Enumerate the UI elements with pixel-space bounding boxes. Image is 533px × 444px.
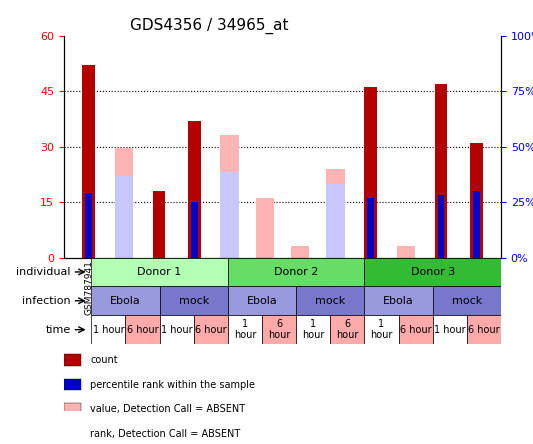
Text: time: time	[45, 325, 71, 335]
Text: infection: infection	[22, 296, 71, 306]
Text: 1 hour: 1 hour	[434, 325, 466, 335]
Text: Donor 1: Donor 1	[138, 267, 182, 277]
FancyBboxPatch shape	[91, 315, 125, 344]
FancyBboxPatch shape	[365, 258, 501, 286]
Bar	[438, 195, 445, 258]
Text: Ebola: Ebola	[247, 296, 277, 306]
FancyBboxPatch shape	[193, 315, 228, 344]
FancyBboxPatch shape	[91, 258, 228, 286]
Bar	[435, 83, 447, 258]
Text: Donor 2: Donor 2	[274, 267, 318, 277]
Text: GDS4356 / 34965_at: GDS4356 / 34965_at	[130, 18, 288, 34]
Bar	[64, 404, 82, 415]
Text: Ebola: Ebola	[383, 296, 414, 306]
Bar	[188, 121, 200, 258]
Bar	[64, 428, 82, 440]
Text: 1
hour: 1 hour	[234, 319, 256, 341]
Text: 1 hour: 1 hour	[161, 325, 192, 335]
Text: 6
hour: 6 hour	[268, 319, 290, 341]
Bar	[64, 354, 82, 366]
Bar	[64, 379, 82, 391]
Text: 6 hour: 6 hour	[400, 325, 432, 335]
Text: Ebola: Ebola	[110, 296, 141, 306]
Text: 6 hour: 6 hour	[468, 325, 500, 335]
FancyBboxPatch shape	[296, 315, 330, 344]
Bar	[473, 191, 480, 258]
Bar	[115, 148, 133, 258]
Text: count: count	[90, 355, 118, 365]
FancyBboxPatch shape	[330, 315, 365, 344]
Bar	[397, 246, 415, 258]
Bar	[367, 198, 374, 258]
FancyBboxPatch shape	[228, 286, 296, 315]
FancyBboxPatch shape	[433, 315, 467, 344]
Text: 6
hour: 6 hour	[336, 319, 359, 341]
FancyBboxPatch shape	[365, 315, 399, 344]
Text: 1
hour: 1 hour	[302, 319, 325, 341]
Text: Donor 3: Donor 3	[410, 267, 455, 277]
FancyBboxPatch shape	[262, 315, 296, 344]
Bar	[291, 246, 309, 258]
Bar	[153, 191, 165, 258]
FancyBboxPatch shape	[125, 315, 159, 344]
FancyBboxPatch shape	[91, 286, 159, 315]
Text: mock: mock	[179, 296, 209, 306]
Bar	[470, 143, 482, 258]
Bar	[326, 169, 345, 258]
FancyBboxPatch shape	[228, 258, 365, 286]
Bar	[256, 198, 274, 258]
Bar	[191, 202, 198, 258]
Bar	[220, 172, 239, 258]
FancyBboxPatch shape	[296, 286, 365, 315]
Bar	[220, 135, 239, 258]
FancyBboxPatch shape	[399, 315, 433, 344]
Bar	[365, 87, 377, 258]
Text: 6 hour: 6 hour	[195, 325, 227, 335]
FancyBboxPatch shape	[467, 315, 501, 344]
Text: 1 hour: 1 hour	[93, 325, 124, 335]
Text: rank, Detection Call = ABSENT: rank, Detection Call = ABSENT	[90, 429, 240, 439]
Bar	[115, 176, 133, 258]
FancyBboxPatch shape	[228, 315, 262, 344]
FancyBboxPatch shape	[433, 286, 501, 315]
Text: 6 hour: 6 hour	[127, 325, 158, 335]
FancyBboxPatch shape	[159, 315, 193, 344]
Bar	[326, 183, 345, 258]
Text: mock: mock	[315, 296, 345, 306]
Text: mock: mock	[452, 296, 482, 306]
Bar	[83, 65, 95, 258]
Text: value, Detection Call = ABSENT: value, Detection Call = ABSENT	[90, 404, 245, 414]
FancyBboxPatch shape	[365, 286, 433, 315]
Text: 1
hour: 1 hour	[370, 319, 393, 341]
Text: individual: individual	[17, 267, 71, 277]
Text: percentile rank within the sample: percentile rank within the sample	[90, 380, 255, 390]
Bar	[85, 193, 92, 258]
FancyBboxPatch shape	[159, 286, 228, 315]
